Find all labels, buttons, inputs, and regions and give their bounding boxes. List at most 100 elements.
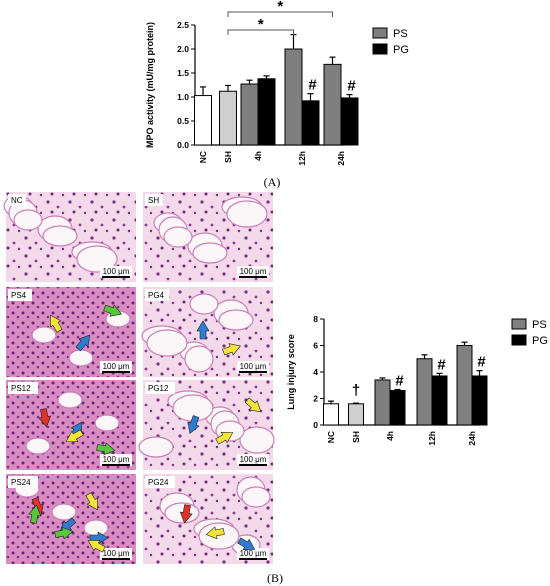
alveolar-space bbox=[226, 200, 268, 228]
bar-pg-12h bbox=[431, 375, 448, 426]
significance-star: * bbox=[277, 0, 283, 15]
panel-label-bg bbox=[145, 382, 175, 394]
y-axis-title: MPO activity (mU/mg protein) bbox=[145, 22, 155, 148]
x-tick-label: NC bbox=[198, 151, 208, 163]
bar-pg-24h bbox=[471, 375, 488, 426]
y-tick-label: 2 bbox=[313, 394, 318, 404]
bar-pg-4h bbox=[257, 78, 276, 146]
legend-label-ps: PS bbox=[532, 319, 547, 331]
legend-swatch-ps bbox=[372, 27, 388, 39]
legend-swatch-pg bbox=[511, 334, 527, 346]
bar-ps-24h bbox=[456, 345, 473, 426]
scale-label: 100 μm bbox=[103, 267, 130, 276]
x-tick-label: 24h bbox=[336, 151, 346, 166]
scale-label: 100 μm bbox=[103, 549, 130, 558]
panel-label-bg bbox=[8, 289, 32, 301]
alveolar-space bbox=[241, 486, 271, 508]
yellow-arrow bbox=[65, 429, 84, 443]
green-arrow bbox=[28, 504, 42, 524]
alveolar-space bbox=[218, 309, 254, 331]
green-arrow bbox=[54, 526, 74, 540]
y-tick-label: 0.5 bbox=[177, 116, 189, 126]
alveolar-space bbox=[138, 436, 174, 458]
scale-bg bbox=[237, 454, 269, 466]
panel-label: PG4 bbox=[148, 291, 165, 300]
green-arrow bbox=[103, 304, 123, 317]
hash-marker: # bbox=[308, 77, 317, 94]
legend-swatch-ps bbox=[511, 318, 527, 330]
y-tick-label: 1.5 bbox=[177, 68, 189, 78]
bar-sh bbox=[348, 403, 364, 426]
significance-star: * bbox=[258, 16, 264, 33]
hash-marker: # bbox=[395, 372, 404, 389]
scale-bg bbox=[100, 361, 132, 373]
scale-label: 100 μm bbox=[240, 455, 267, 464]
yellow-arrow bbox=[222, 343, 242, 356]
alveolar-space bbox=[57, 391, 83, 409]
green-arrow bbox=[96, 442, 116, 456]
yellow-arrow bbox=[215, 431, 234, 445]
alveolar-space bbox=[198, 522, 240, 550]
bar-ps-4h bbox=[374, 379, 391, 426]
panel-label: SH bbox=[148, 196, 159, 205]
lung-injury-chart: 0 2 4 6 8 Lung injury score NC SH 4h 12h 24h # # # † PS… bbox=[286, 314, 548, 446]
alveolar-space bbox=[146, 329, 188, 357]
scale-bg bbox=[100, 548, 132, 560]
bar-pg-24h bbox=[340, 97, 359, 146]
panel-label-bg bbox=[8, 476, 38, 488]
blue-arrow bbox=[187, 415, 200, 435]
alveolar-space bbox=[42, 225, 78, 247]
panel-label: PG24 bbox=[148, 478, 169, 487]
y-tick-label: 2.0 bbox=[177, 44, 189, 54]
y-tick-label: 6 bbox=[313, 341, 318, 351]
yellow-arrow bbox=[85, 492, 99, 511]
histology-panel-pg24: PG24 100 μm bbox=[143, 474, 273, 564]
scale-bg bbox=[237, 548, 269, 560]
panel-label: PS24 bbox=[11, 478, 31, 487]
yellow-arrow bbox=[244, 397, 262, 413]
x-tick-label: 4h bbox=[253, 151, 263, 161]
panel-label: PG12 bbox=[148, 384, 169, 393]
blue-arrow bbox=[75, 334, 91, 352]
scale-label: 100 μm bbox=[240, 549, 267, 558]
legend-label-pg: PG bbox=[393, 44, 409, 56]
scale-bg bbox=[237, 266, 269, 278]
alveolar-space bbox=[94, 414, 120, 432]
hash-marker: # bbox=[437, 356, 446, 373]
alveolar-space bbox=[51, 503, 77, 521]
alveolar-space bbox=[13, 209, 43, 231]
bar-ps-12h bbox=[284, 48, 303, 146]
significance-bracket bbox=[227, 29, 294, 35]
significance-bracket bbox=[227, 11, 333, 17]
blue-arrow bbox=[237, 537, 256, 551]
bar-sh bbox=[219, 90, 237, 146]
mpo-chart: 0.0 0.5 1.0 1.5 2.0 2.5 MPO activity (mU/mg pr… bbox=[145, 0, 409, 166]
y-tick-label: 0.0 bbox=[177, 140, 189, 150]
red-arrow bbox=[31, 497, 44, 517]
alveolar-space bbox=[68, 349, 94, 367]
alveolar-space bbox=[184, 345, 214, 373]
red-arrow bbox=[179, 504, 193, 524]
yellow-arrow bbox=[87, 539, 106, 553]
histology-panel-nc: NC 100 μm bbox=[3, 192, 136, 282]
alveolar-space bbox=[76, 245, 118, 273]
x-tick-label: NC bbox=[326, 431, 336, 443]
histology-panel-ps4: PS4 100 μm bbox=[6, 287, 136, 377]
x-tick-label: 24h bbox=[467, 431, 477, 446]
red-arrow bbox=[38, 408, 52, 428]
x-tick-label: SH bbox=[223, 151, 233, 163]
scale-bg bbox=[100, 266, 132, 278]
alveolar-space bbox=[239, 426, 275, 454]
scale-label: 100 μm bbox=[240, 362, 267, 371]
y-axis-title: Lung injury score bbox=[286, 334, 296, 410]
x-tick-label: 4h bbox=[385, 431, 395, 441]
bar-pg-12h bbox=[301, 100, 320, 146]
bar-pg-4h bbox=[389, 390, 406, 426]
histology-panel-ps12: PS12 100 μm bbox=[6, 380, 136, 470]
figure-label-b: (B) bbox=[267, 571, 283, 585]
dagger-marker: † bbox=[352, 382, 360, 399]
bar-ps-4h bbox=[240, 83, 259, 146]
histology-grid: NC 100 μm SH 100 μm PS4 100 μm PG4 100 μm PS12 10… bbox=[3, 192, 275, 564]
alveolar-space bbox=[189, 293, 219, 315]
